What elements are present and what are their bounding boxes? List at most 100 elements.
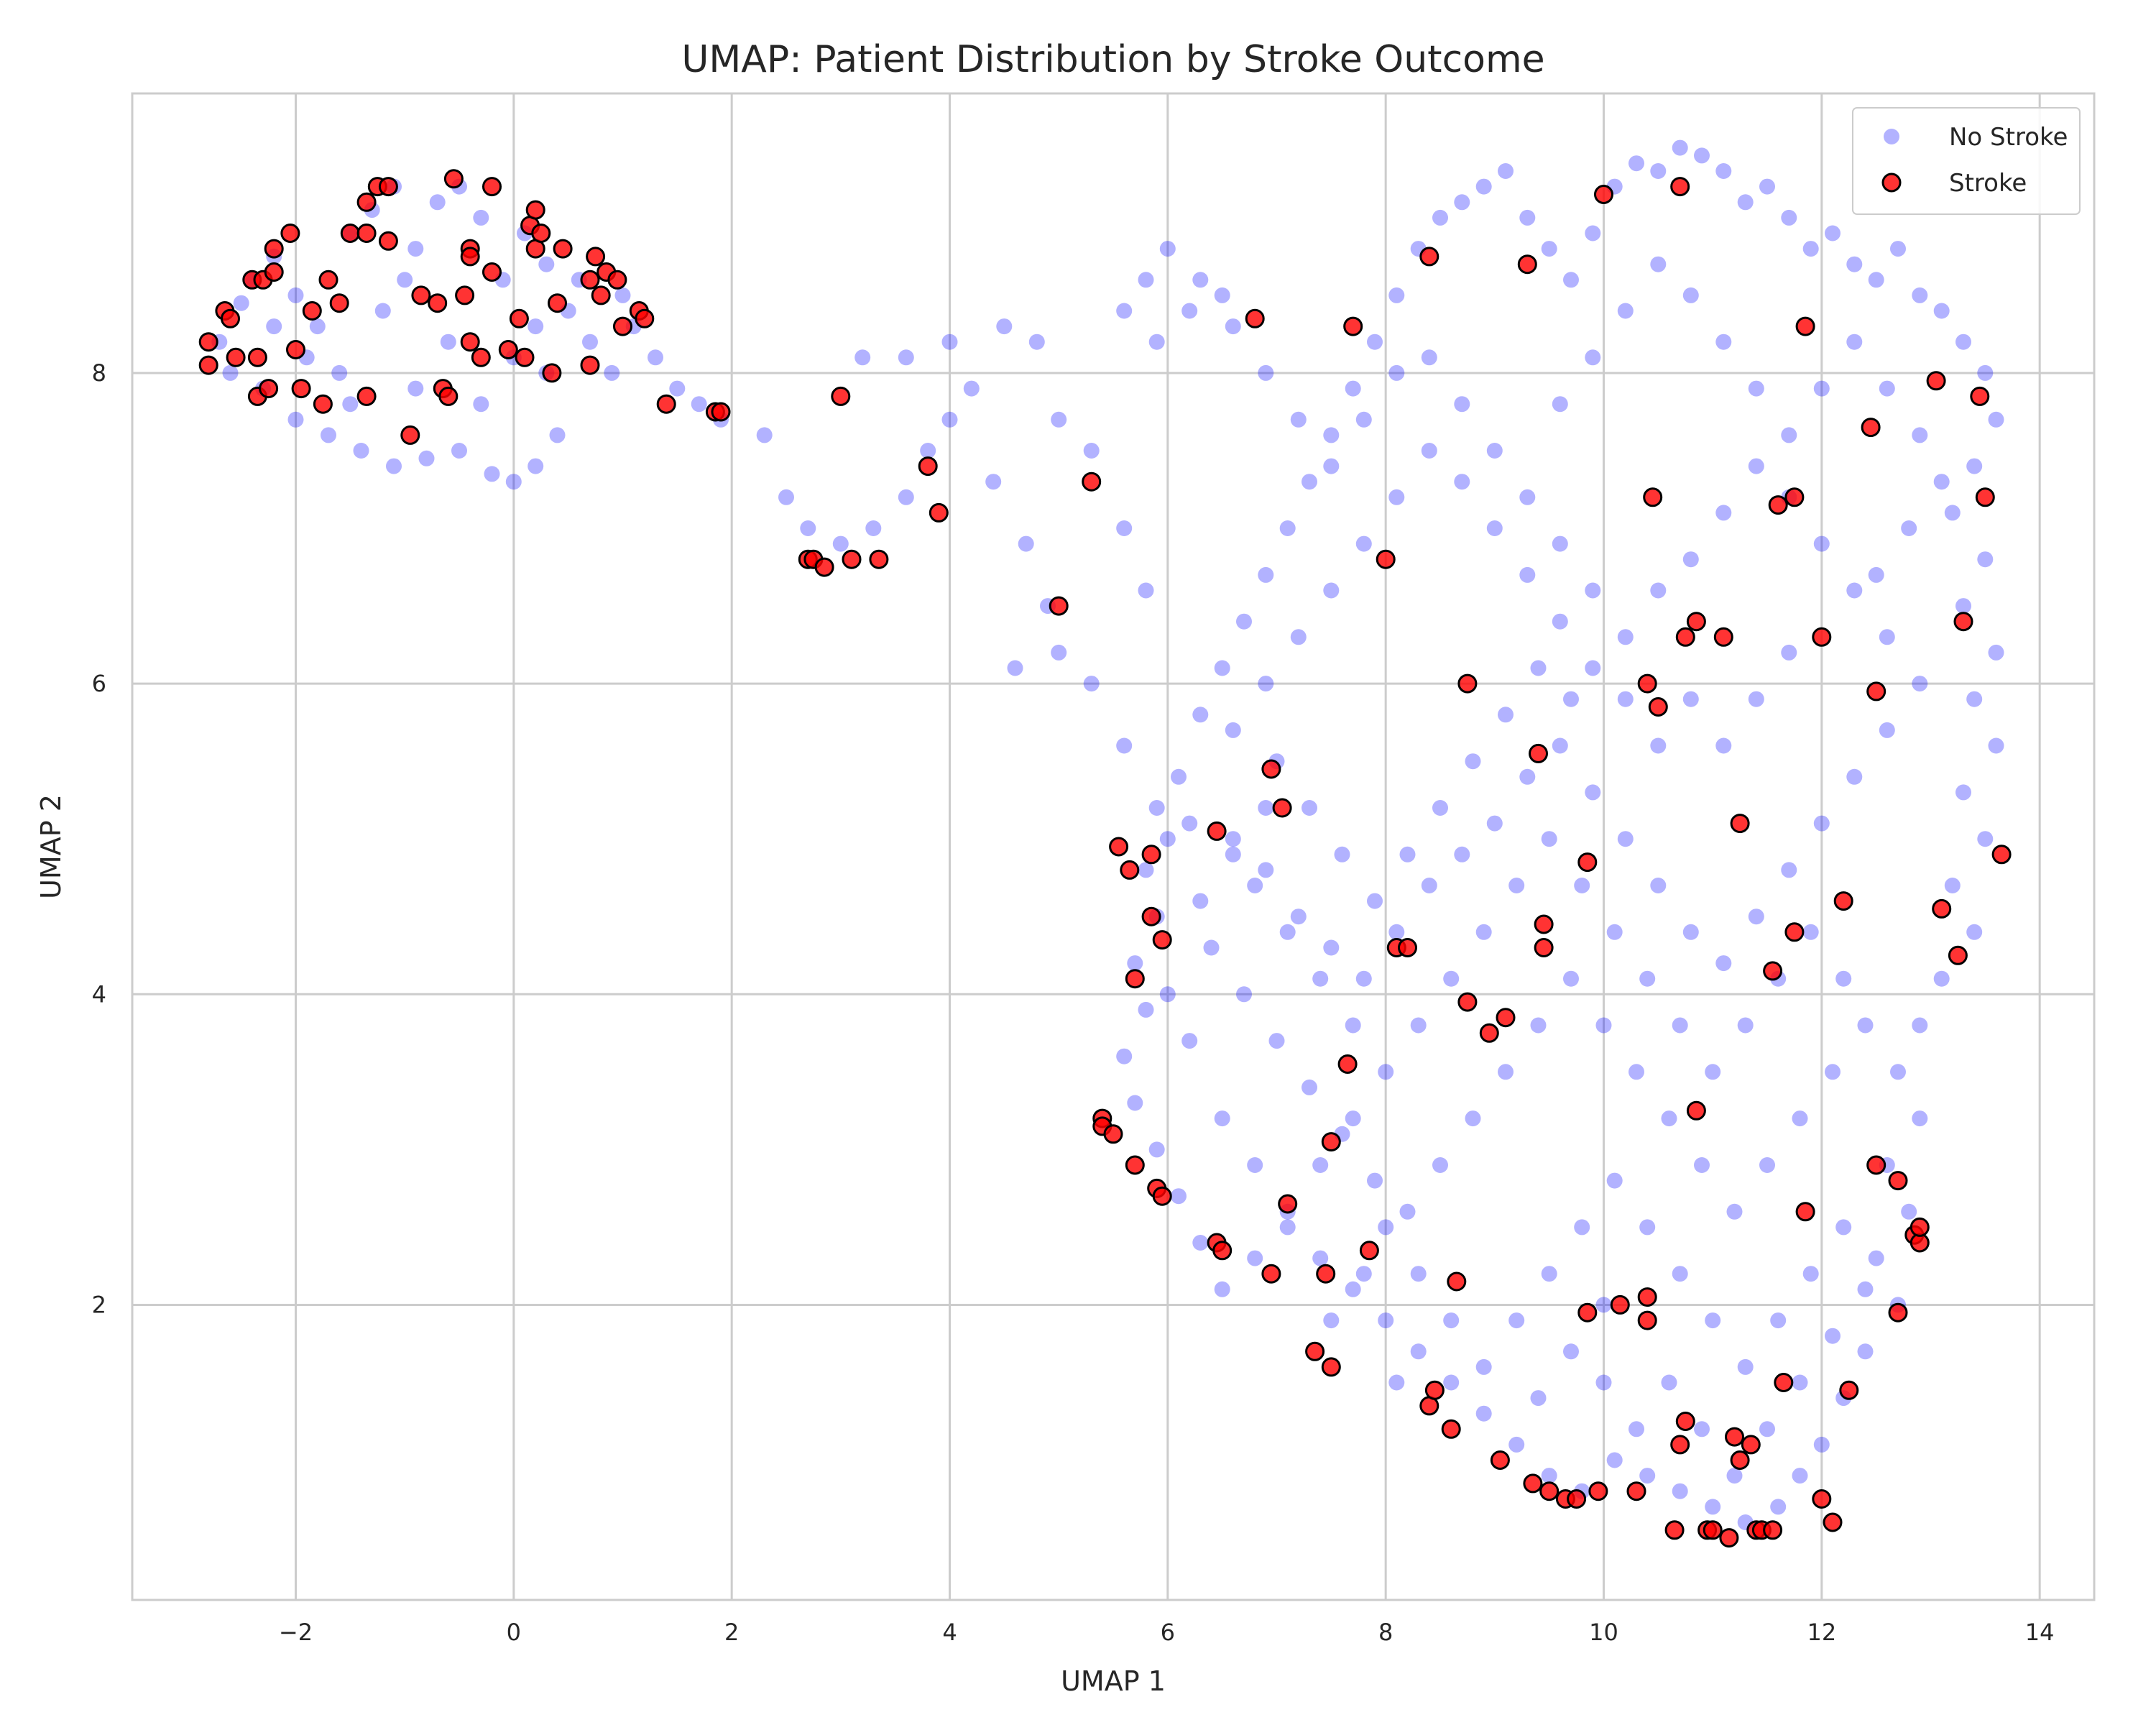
point-no-stroke: [1159, 831, 1176, 847]
point-stroke: [1479, 1023, 1499, 1043]
point-stroke: [1567, 1489, 1587, 1509]
point-no-stroke: [309, 318, 326, 335]
point-stroke: [1517, 254, 1537, 275]
point-no-stroke: [1345, 1017, 1361, 1034]
point-no-stroke: [1148, 800, 1165, 816]
point-stroke: [531, 224, 551, 243]
point-stroke: [302, 301, 322, 321]
point-stroke: [1812, 1489, 1832, 1509]
point-stroke: [428, 293, 448, 313]
point-no-stroke: [1912, 1110, 1928, 1127]
point-no-stroke: [1148, 334, 1165, 350]
point-no-stroke: [1650, 256, 1667, 272]
point-no-stroke: [549, 427, 566, 443]
point-stroke: [1741, 1435, 1761, 1455]
point-no-stroke: [1977, 551, 1994, 568]
point-no-stroke: [1574, 1219, 1590, 1236]
point-no-stroke: [1857, 1017, 1874, 1034]
point-no-stroke: [1290, 908, 1307, 925]
point-stroke: [607, 270, 627, 290]
point-stroke: [400, 425, 420, 445]
point-stroke: [438, 386, 459, 406]
point-stroke: [1670, 1435, 1690, 1455]
x-tick-label: 6: [1161, 1619, 1175, 1646]
point-no-stroke: [1258, 800, 1274, 816]
point-no-stroke: [1127, 955, 1143, 972]
point-stroke: [1866, 1155, 1886, 1175]
point-no-stroke: [1563, 691, 1579, 707]
point-stroke: [1888, 1171, 1908, 1191]
point-stroke: [455, 285, 475, 305]
point-no-stroke: [1606, 924, 1623, 940]
point-no-stroke: [1051, 411, 1067, 428]
point-no-stroke: [1279, 1219, 1296, 1236]
point-no-stroke: [1367, 334, 1383, 350]
point-stroke: [842, 549, 862, 569]
point-stroke: [291, 379, 311, 399]
point-no-stroke: [1388, 1374, 1405, 1391]
point-no-stroke: [1748, 691, 1764, 707]
point-stroke: [264, 262, 284, 282]
point-no-stroke: [1617, 303, 1634, 319]
point-no-stroke: [1901, 1203, 1917, 1220]
point-no-stroke: [1159, 986, 1176, 1003]
point-stroke: [869, 549, 889, 569]
point-stroke: [482, 177, 502, 197]
point-no-stroke: [321, 427, 336, 443]
point-stroke: [509, 308, 529, 328]
point-no-stroke: [1694, 147, 1710, 164]
point-no-stroke: [1933, 474, 1950, 490]
point-stroke: [1839, 1380, 1859, 1400]
point-stroke: [340, 224, 360, 243]
point-stroke: [1457, 673, 1478, 694]
point-no-stroke: [1443, 970, 1460, 987]
point-no-stroke: [1726, 1203, 1743, 1220]
point-no-stroke: [1171, 1188, 1187, 1205]
point-no-stroke: [1258, 676, 1274, 692]
legend: No Stroke Stroke: [1852, 107, 2081, 215]
point-no-stroke: [1715, 334, 1732, 350]
point-stroke: [1305, 1341, 1325, 1361]
point-no-stroke: [1225, 831, 1241, 847]
point-stroke: [1774, 1373, 1794, 1392]
point-no-stroke: [1247, 878, 1263, 893]
point-no-stroke: [1650, 163, 1667, 179]
point-stroke: [1577, 1302, 1598, 1322]
point-stroke: [1703, 1520, 1723, 1540]
point-no-stroke: [1682, 287, 1699, 303]
point-no-stroke: [1890, 1064, 1906, 1080]
point-stroke: [1534, 914, 1554, 934]
point-no-stroke: [1650, 737, 1667, 754]
point-stroke: [264, 239, 284, 259]
point-stroke: [329, 293, 349, 313]
point-no-stroke: [374, 303, 391, 319]
point-no-stroke: [287, 411, 304, 428]
point-no-stroke: [1694, 1421, 1710, 1438]
point-no-stroke: [1465, 1110, 1481, 1127]
point-stroke: [1648, 697, 1668, 717]
point-no-stroke: [1966, 924, 1983, 940]
point-stroke: [1626, 1481, 1646, 1501]
point-stroke: [1866, 681, 1886, 702]
point-no-stroke: [440, 334, 456, 350]
point-no-stroke: [1355, 535, 1372, 552]
point-no-stroke: [1966, 691, 1983, 707]
point-stroke: [1784, 487, 1805, 507]
point-no-stroke: [1933, 303, 1950, 319]
point-stroke: [1713, 627, 1733, 647]
point-no-stroke: [1846, 256, 1863, 272]
point-no-stroke: [1846, 768, 1863, 785]
point-no-stroke: [538, 256, 555, 272]
point-stroke: [1610, 1294, 1630, 1315]
point-no-stroke: [1737, 1017, 1754, 1034]
point-no-stroke: [1421, 349, 1437, 366]
point-no-stroke: [1912, 1017, 1928, 1034]
point-no-stroke: [1650, 582, 1667, 599]
point-no-stroke: [1705, 1499, 1721, 1515]
point-stroke: [1120, 860, 1140, 880]
point-no-stroke: [1138, 862, 1154, 878]
point-no-stroke: [691, 396, 707, 413]
point-no-stroke: [1977, 831, 1994, 847]
point-no-stroke: [1661, 1110, 1677, 1127]
point-no-stroke: [1007, 660, 1023, 676]
